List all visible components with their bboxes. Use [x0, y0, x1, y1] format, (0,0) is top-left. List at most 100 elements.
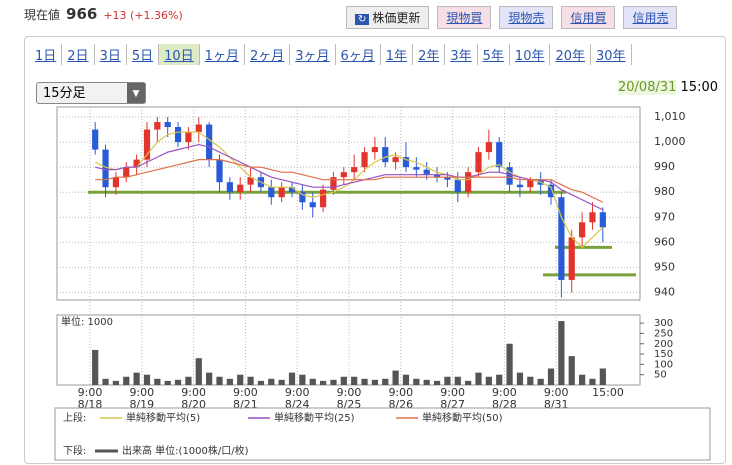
y-tick-label: 940	[654, 285, 675, 298]
volume-bar	[599, 368, 606, 385]
volume-bar	[578, 374, 586, 385]
volume-bar	[133, 372, 140, 385]
period-tab[interactable]: 2ヶ月	[245, 44, 291, 65]
volume-bar	[527, 376, 534, 385]
button[interactable]: 信用売	[623, 6, 678, 29]
legend-label: 出来高 単位:(1000株/口/枚)	[122, 444, 249, 457]
candle-body	[413, 167, 420, 170]
volume-bar	[195, 358, 202, 385]
legend-box	[54, 407, 711, 461]
candle-body	[247, 177, 254, 185]
candle-body	[143, 129, 151, 160]
button[interactable]: 信用買	[561, 6, 616, 29]
y2-tick-label: 200	[654, 339, 673, 350]
x-tick-time: 9:00	[337, 386, 362, 399]
period-tab[interactable]: 10日	[159, 44, 200, 65]
candle-body	[309, 202, 316, 208]
chart-panel	[24, 36, 726, 464]
button[interactable]: 株価更新	[346, 6, 430, 29]
button[interactable]: 現物買	[437, 6, 492, 29]
x-tick-time: 9:00	[233, 386, 258, 399]
legend-label: 単純移動平均(5)	[126, 411, 200, 424]
volume-bar	[278, 379, 285, 385]
volume-bar	[371, 379, 379, 385]
x-tick-date: 8/18	[78, 398, 103, 411]
period-tab[interactable]: 2日	[62, 44, 95, 65]
candle-body	[599, 212, 606, 228]
candle-body	[133, 159, 140, 168]
volume-bar	[143, 374, 151, 385]
candle-body	[465, 172, 472, 193]
volume-bar	[174, 379, 182, 385]
candle-body	[382, 147, 389, 163]
period-tab[interactable]: 5年	[478, 44, 510, 65]
interval-select[interactable]: 15分足	[36, 82, 146, 104]
volume-bar	[340, 376, 347, 385]
x-tick-time: 9:00	[388, 386, 413, 399]
x-tick-time: 9:00	[181, 386, 206, 399]
x-tick-time: 9:00	[129, 386, 154, 399]
volume-bar	[547, 368, 555, 385]
candle-body	[112, 177, 120, 188]
candle-body	[237, 184, 244, 193]
y-tick-label: 970	[654, 210, 675, 223]
period-tab[interactable]: 3日	[95, 44, 127, 65]
button[interactable]: 現物売	[499, 6, 554, 29]
volume-bar	[361, 378, 368, 385]
volume-bar	[102, 378, 109, 385]
period-tab[interactable]: 1日	[30, 44, 63, 65]
volume-bar	[558, 321, 565, 385]
x-tick-date: 8/24	[285, 398, 310, 411]
candle-body	[92, 129, 99, 150]
volume-bar	[247, 376, 254, 385]
volume-bar	[413, 378, 420, 385]
x-tick-time: 9:00	[492, 386, 517, 399]
period-tab[interactable]: 5日	[127, 44, 160, 65]
period-tab[interactable]: 1年	[381, 44, 414, 65]
volume-bar	[237, 374, 244, 385]
candle-body	[164, 122, 171, 128]
volume-bar	[123, 376, 130, 385]
x-tick-time: 9:00	[544, 386, 569, 399]
y-tick-label: 1,000	[654, 135, 686, 148]
candle-body	[475, 152, 482, 173]
volume-bar	[299, 374, 306, 385]
price-header: 現在値 966 +13 (+1.36%)	[24, 5, 183, 23]
candle-body	[123, 167, 130, 178]
volume-bar	[309, 378, 316, 385]
y2-tick-label: 250	[654, 328, 673, 339]
candle-body	[496, 142, 503, 168]
volume-bar	[485, 376, 492, 385]
volume-bar	[382, 378, 389, 385]
volume-bar	[475, 372, 482, 385]
volume-bar	[589, 378, 596, 385]
x-tick-date: 8/20	[181, 398, 206, 411]
period-tab[interactable]: 3年	[445, 44, 478, 65]
candle-body	[361, 152, 368, 168]
y-tick-label: 950	[654, 260, 675, 273]
volume-bar	[216, 376, 223, 385]
volume-bar	[402, 374, 410, 385]
x-tick-time: 9:00	[78, 386, 103, 399]
period-tab[interactable]: 2年	[413, 44, 446, 65]
legend-label: 単純移動平均(25)	[274, 411, 355, 424]
candle-body	[174, 127, 182, 143]
candle-body	[185, 132, 192, 143]
period-tab[interactable]: 30年	[591, 44, 632, 65]
legend-label: 単純移動平均(50)	[422, 411, 503, 424]
x-tick-date: 8/26	[388, 398, 413, 411]
candle-body	[568, 237, 575, 280]
x-tick-date: 8/28	[492, 398, 517, 411]
candle-body	[527, 179, 534, 188]
candle-body	[402, 157, 410, 168]
period-tab[interactable]: 1ヶ月	[200, 44, 245, 65]
y-tick-label: 1,010	[654, 110, 686, 123]
period-tab[interactable]: 3ヶ月	[290, 44, 336, 65]
period-tab[interactable]: 6ヶ月	[336, 44, 381, 65]
candle-body	[216, 159, 223, 183]
volume-bar	[454, 376, 461, 385]
period-tab[interactable]: 20年	[550, 44, 592, 65]
period-tab[interactable]: 10年	[510, 44, 551, 65]
ma-line	[95, 159, 604, 203]
